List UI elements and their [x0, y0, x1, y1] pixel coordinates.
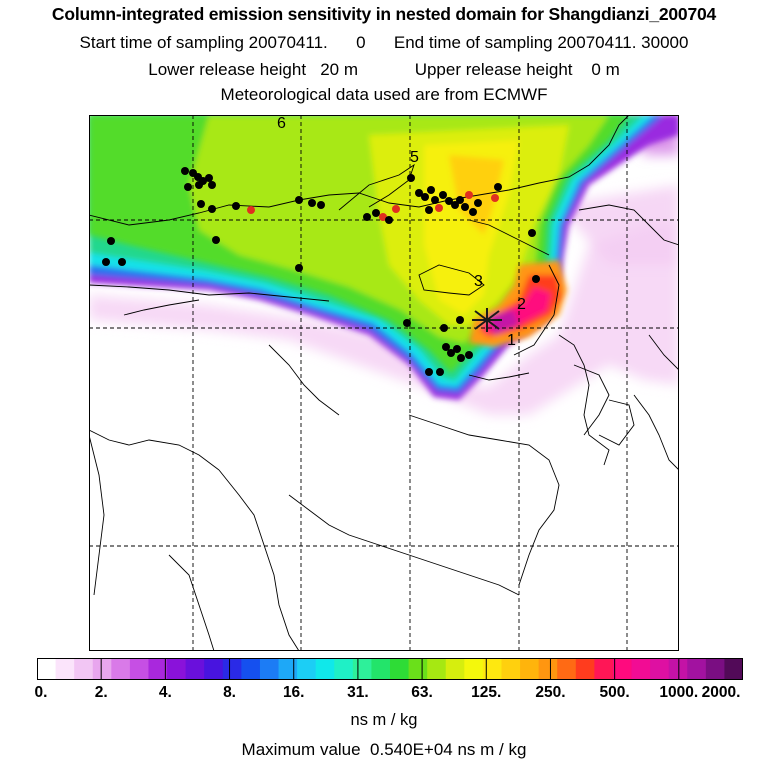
colorbar-tick-label: 16.	[282, 684, 305, 701]
lat-lon-grid	[89, 115, 679, 651]
colorbar-swatch	[538, 658, 558, 680]
coastlines	[89, 115, 679, 651]
colorbar-swatch	[427, 658, 447, 680]
colorbar-tick-label: 2.	[94, 684, 108, 701]
trajectory-label-1: 1	[507, 332, 516, 349]
colorbar-swatch	[297, 658, 317, 680]
colorbar-tick-label: 8.	[223, 684, 236, 701]
colorbar-tick-label: 0.	[34, 684, 48, 701]
colorbar-swatch	[74, 658, 94, 680]
plot-title: Column-integrated emission sensitivity i…	[51, 4, 717, 24]
colorbar-swatch	[129, 658, 150, 680]
colorbar-swatch	[278, 658, 298, 680]
colorbar-swatch	[371, 658, 391, 680]
colorbar-swatch	[520, 658, 540, 680]
colorbar-swatch	[92, 658, 112, 680]
map-frame	[89, 115, 679, 651]
colorbar-tick-label: 4.	[158, 684, 172, 701]
trajectory-label-5: 5	[410, 149, 419, 166]
colorbar-swatch	[464, 658, 484, 680]
colorbar-swatch	[167, 658, 187, 680]
trajectory-label-2: 2	[517, 296, 526, 313]
colorbar-border	[37, 658, 743, 680]
colorbar-swatch	[612, 658, 633, 680]
colorbar-swatch	[408, 658, 428, 680]
colorbar-tick-label: 500.	[599, 684, 630, 701]
colorbar	[37, 658, 743, 680]
colorbar-swatch	[222, 658, 242, 680]
colorbar-swatch	[37, 658, 57, 680]
colorbar-swatch	[482, 658, 503, 680]
colorbar-swatch	[687, 658, 707, 680]
release-height-line: Lower release height 20 m Upper release …	[148, 60, 620, 79]
colorbar-swatch	[724, 658, 743, 680]
colorbar-tick-label: 250.	[535, 684, 566, 701]
sampling-time-line: Start time of sampling 20070411. 0 End t…	[79, 33, 689, 52]
colorbar-swatch	[594, 658, 614, 680]
colorbar-swatch	[185, 658, 205, 680]
colorbar-tick-label: 1000.	[659, 684, 699, 701]
colorbar-swatch	[55, 658, 75, 680]
colorbar-unit: ns m / kg	[350, 711, 418, 729]
colorbar-swatch	[334, 658, 354, 680]
emission-sensitivity-map: 1 2 3 5 6	[89, 115, 679, 651]
colorbar-swatch	[575, 658, 595, 680]
colorbar-swatch	[668, 658, 688, 680]
colorbar-tick-label: 2000.	[701, 684, 741, 701]
colorbar-swatch	[111, 658, 131, 680]
colorbar-swatch	[259, 658, 280, 680]
trajectory-label-3: 3	[474, 273, 483, 290]
met-data-line: Meteorological data used are from ECMWF	[220, 85, 548, 104]
colorbar-tick-label: 31.	[347, 684, 369, 701]
receptor-station-star	[472, 308, 502, 332]
colorbar-swatch	[352, 658, 373, 680]
colorbar-swatch	[390, 658, 410, 680]
colorbar-swatch	[315, 658, 335, 680]
colorbar-swatch	[557, 658, 577, 680]
trajectory-label-6: 6	[277, 115, 286, 132]
colorbar-swatch	[204, 658, 224, 680]
colorbar-swatch	[501, 658, 521, 680]
colorbar-swatch	[241, 658, 261, 680]
colorbar-tick-label: 63.	[411, 684, 433, 701]
colorbar-swatch	[631, 658, 651, 680]
colorbar-tick-label: 125.	[471, 684, 502, 701]
observation-points	[102, 167, 540, 376]
colorbar-swatch	[650, 658, 670, 680]
colorbar-swatch	[705, 658, 726, 680]
colorbar-swatch	[148, 658, 168, 680]
maximum-value-text: Maximum value 0.540E+04 ns m / kg	[241, 740, 527, 759]
colorbar-swatch	[445, 658, 465, 680]
